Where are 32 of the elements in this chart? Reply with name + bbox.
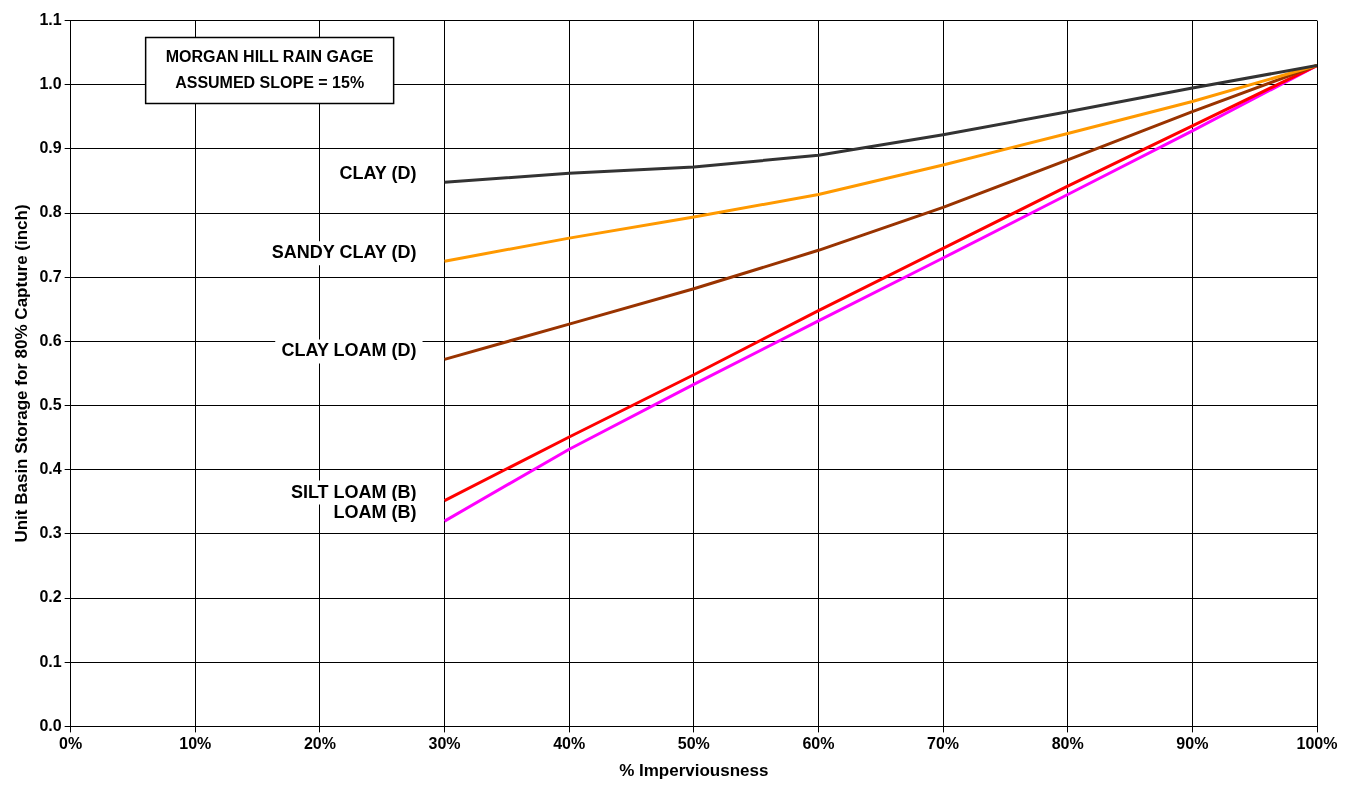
y-tick-label: 0.7	[39, 267, 62, 285]
y-tick-label: 0.2	[39, 588, 62, 606]
series-label: SANDY CLAY (D)	[271, 242, 417, 263]
annotation: ASSUMED SLOPE = 15%	[175, 74, 365, 92]
y-tick-label: 0.6	[39, 331, 62, 349]
y-tick-label: 0.8	[39, 203, 62, 221]
series-label: CLAY (D)	[339, 163, 417, 184]
annotation: MORGAN HILL RAIN GAGE	[165, 48, 374, 66]
x-tick-label: 30%	[428, 735, 461, 753]
x-tick-label: 60%	[802, 735, 835, 753]
y-tick-label: 1.0	[39, 75, 62, 93]
x-tick-label: 80%	[1051, 735, 1084, 753]
x-tick-label: 50%	[677, 735, 710, 753]
x-tick-label: 100%	[1296, 735, 1338, 753]
x-tick-label: 20%	[303, 735, 336, 753]
y-tick-label: 0.4	[39, 460, 62, 478]
x-tick-label: 40%	[553, 735, 586, 753]
y-tick-label: 1.1	[39, 11, 62, 29]
x-tick-label: 10%	[179, 735, 212, 753]
y-tick-label: 0.5	[39, 395, 62, 413]
y-axis-title: Unit Basin Storage for 80% Capture (inch)	[11, 204, 31, 543]
x-axis-title: % Imperviousness	[619, 761, 769, 781]
series-label: SILT LOAM (B)	[290, 481, 417, 502]
x-tick-label: 90%	[1176, 735, 1209, 753]
y-tick-label: 0.0	[39, 716, 62, 734]
series-label: LOAM (B)	[333, 502, 417, 523]
x-tick-label: 0%	[59, 735, 83, 753]
x-tick-label: 70%	[927, 735, 960, 753]
series-label: CLAY LOAM (D)	[281, 340, 417, 361]
y-tick-label: 0.3	[39, 524, 62, 542]
y-tick-label: 0.9	[39, 139, 62, 157]
y-tick-label: 0.1	[39, 652, 62, 670]
